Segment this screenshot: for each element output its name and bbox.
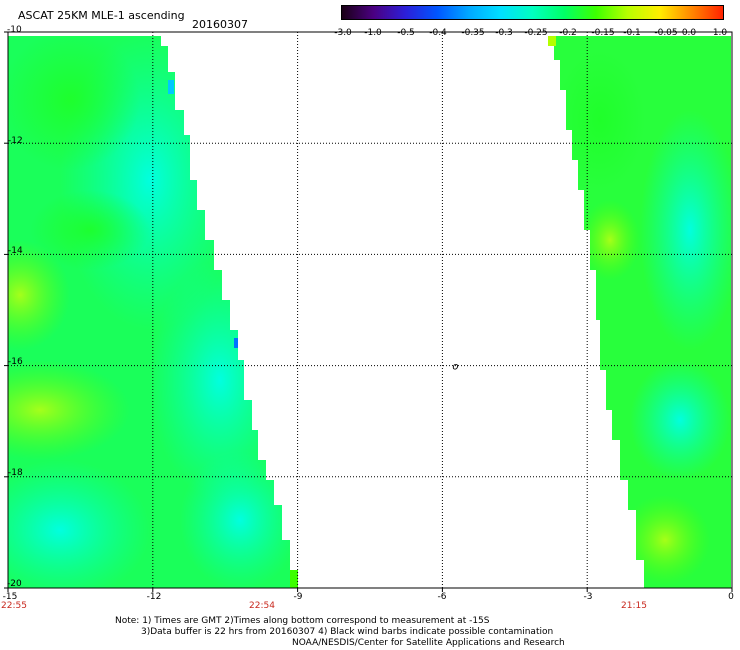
lon-label: -9 [293,592,303,602]
colorbar-label: 1.0 [712,28,728,38]
lat-label: -20 [7,579,22,589]
time-label: 21:15 [621,601,647,611]
colorbar-label: -0.05 [654,28,678,38]
colorbar-label: -3.0 [334,28,352,38]
colorbar-label: -0.25 [524,28,548,38]
colorbar-label: -0.5 [397,28,415,38]
lon-label: 0 [728,592,734,602]
colorbar [341,5,724,20]
lat-label: -16 [8,357,23,367]
left-swath [8,36,298,588]
colorbar-label: -0.3 [495,28,513,38]
colorbar-label: -0.1 [623,28,641,38]
time-label: 22:55 [1,601,27,611]
colorbar-label: -0.35 [461,28,485,38]
chart-title: ASCAT 25KM MLE-1 ascending [18,9,185,22]
right-swath [548,36,731,588]
colorbar-label: 0.0 [681,28,697,38]
axis-ticks [4,31,733,592]
colorbar-label: -0.4 [429,28,447,38]
colorbar-label: -0.2 [559,28,577,38]
map-frame [7,31,733,589]
location-marker: o [452,362,458,373]
colorbar-labels: -3.0 -1.0 -0.5 -0.4 -0.35 -0.3 -0.25 -0.… [330,28,740,40]
lon-label: -3 [583,592,593,602]
lat-label: -12 [8,136,23,146]
lon-label: -15 [2,592,18,602]
lat-label: -14 [8,246,23,256]
lon-label: -6 [437,592,447,602]
note-line-1: Note: 1) Times are GMT 2)Times along bot… [115,616,490,626]
lon-label: -12 [146,592,162,602]
lat-label: -18 [8,468,23,478]
credit-line: NOAA/NESDIS/Center for Satellite Applica… [292,638,565,648]
date-label: 20160307 [192,18,248,31]
time-label: 22:54 [249,601,275,611]
grid-lines [8,32,732,588]
colorbar-label: -0.15 [591,28,615,38]
lat-label: -10 [7,25,22,35]
colorbar-label: -1.0 [364,28,382,38]
note-line-2: 3)Data buffer is 22 hrs from 20160307 4)… [141,627,554,637]
